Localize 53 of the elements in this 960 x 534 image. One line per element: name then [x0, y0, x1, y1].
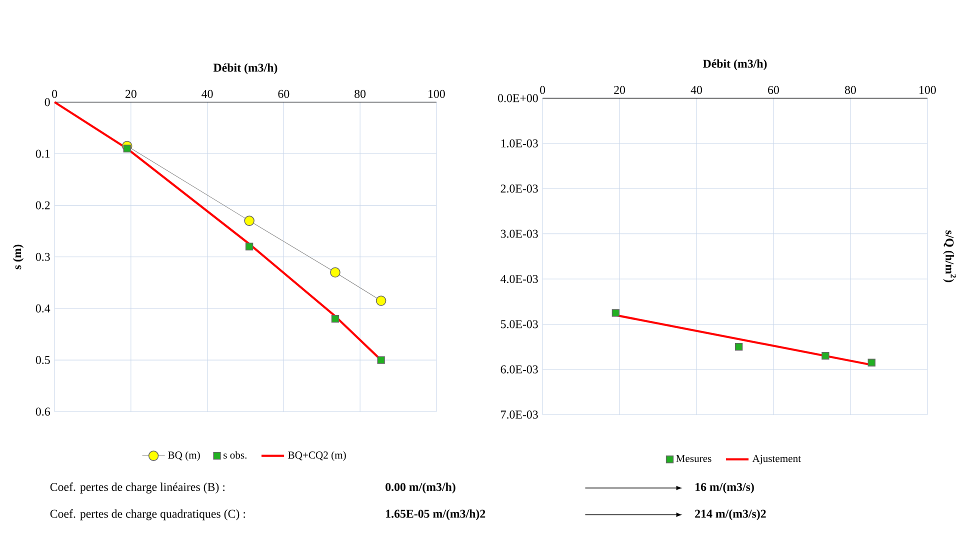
- x-axis-title: Débit (m3/h): [702, 60, 767, 70]
- text: 16 m/(m3/s): [696, 482, 754, 494]
- x-tick-label: 60: [278, 90, 290, 98]
- y-tick-label: 0.4: [36, 304, 50, 313]
- point: [868, 358, 876, 367]
- legend-label: Mesures: [676, 455, 712, 462]
- x-tick-label: 40: [690, 86, 702, 94]
- point: [377, 356, 385, 364]
- y-tick-label: 0.5: [36, 356, 50, 364]
- text: Coef. pertes de charge linéaires (B) :: [50, 482, 225, 494]
- point: [735, 343, 743, 351]
- x-tick-label: 20: [614, 86, 626, 94]
- legend-label: BQ (m): [168, 451, 200, 462]
- x-tick-label: 0: [52, 90, 58, 98]
- text: 1.65E-05 m/(m3/h)2: [386, 510, 486, 520]
- y-tick-label: 0.3: [36, 253, 50, 262]
- y-axis-title: s/Q (h/m$^{2}$): [943, 230, 956, 282]
- x-tick-label: 80: [844, 86, 856, 94]
- point: [123, 144, 131, 153]
- text: Coef. pertes de charge quadratiques (C) :: [50, 510, 246, 520]
- x-tick-label: 80: [354, 90, 366, 98]
- legend-label: BQ+CQ2 (m): [288, 451, 346, 462]
- y-tick-label: 5.0E-03: [501, 320, 538, 328]
- x-tick-label: 60: [768, 86, 779, 94]
- point: [331, 315, 340, 323]
- y-tick-label: 6.0E-03: [500, 366, 538, 374]
- y-tick-label: 1.0E-03: [501, 140, 538, 148]
- x-tick-label: 100: [920, 86, 936, 94]
- point: [244, 216, 254, 226]
- y-tick-label: 4.0E-03: [500, 275, 538, 284]
- y-tick-label: 0.0E+00: [498, 94, 538, 102]
- y-tick-label: 0.1: [36, 150, 50, 158]
- y-tick-label: 0.6: [36, 408, 50, 416]
- y-tick-label: 0: [44, 98, 50, 106]
- point: [245, 242, 254, 251]
- x-tick-label: 20: [126, 90, 136, 98]
- point: [822, 352, 830, 360]
- legend-label: Ajustement: [752, 455, 801, 464]
- x-tick-label: 40: [202, 90, 213, 98]
- point: [330, 267, 340, 278]
- y-tick-label: 2.0E-03: [500, 184, 538, 193]
- point: [376, 296, 386, 306]
- text: 0.00 m/(m3/h): [386, 482, 456, 494]
- x-tick-label: 0: [540, 86, 546, 94]
- y-axis-title: s (m): [12, 244, 24, 270]
- y-tick-label: 7.0E-03: [501, 410, 538, 419]
- x-tick-label: 100: [428, 90, 445, 98]
- y-tick-label: 0.2: [36, 201, 50, 210]
- legend-label: s obs.: [224, 451, 247, 459]
- x-axis-title: Débit (m3/h): [213, 64, 278, 74]
- y-tick-label: 3.0E-03: [500, 230, 538, 238]
- text: 214 m/(m3/s)2: [695, 510, 766, 520]
- point: [612, 309, 620, 317]
